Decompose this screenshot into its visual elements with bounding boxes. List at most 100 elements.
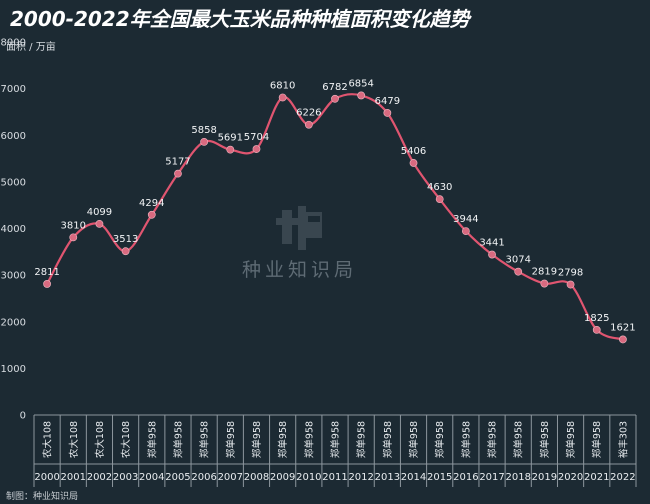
x-tick-label: 2021: [584, 472, 609, 483]
x-variety-label: 郑单958: [487, 421, 499, 458]
data-label: 4294: [139, 198, 164, 209]
data-label: 6226: [296, 108, 321, 119]
x-tick-label: 2012: [348, 472, 373, 483]
y-tick-label: 4000: [1, 224, 26, 235]
data-label: 4630: [427, 182, 452, 193]
x-variety-label: 农大108: [94, 421, 106, 458]
data-label: 5691: [218, 133, 243, 144]
data-label: 3513: [113, 234, 138, 245]
x-variety-label: 农大108: [42, 421, 54, 458]
y-tick-label: 3000: [1, 271, 26, 282]
chart-title: 2000-2022年全国最大玉米品种种植面积变化趋势: [10, 7, 473, 31]
data-point: [540, 279, 549, 288]
x-tick-label: 2015: [427, 472, 452, 483]
data-label: 6854: [348, 78, 373, 89]
data-label: 3441: [479, 238, 504, 249]
credit-text: 制图：种业知识局: [6, 490, 78, 502]
y-tick-label: 7000: [1, 84, 26, 95]
data-label: 5177: [165, 157, 190, 168]
data-label: 1825: [584, 313, 609, 324]
series-area-trend: [46, 93, 624, 341]
data-point: [383, 109, 392, 117]
watermark: 种业知识局: [242, 206, 357, 281]
data-point: [121, 247, 130, 256]
x-variety-label: 郑单958: [199, 421, 211, 458]
x-variety-label: 郑单958: [591, 421, 603, 458]
x-tick-label: 2006: [191, 472, 216, 483]
data-point: [331, 94, 339, 103]
data-label: 4099: [87, 207, 112, 218]
data-point: [200, 137, 209, 146]
data-label: 2819: [532, 267, 557, 278]
x-variety-label: 郑单958: [330, 421, 342, 458]
data-points: [43, 91, 627, 344]
data-point: [278, 93, 287, 102]
x-variety-label: 郑单958: [382, 421, 394, 458]
x-tick-label: 2017: [479, 472, 504, 483]
x-variety-label: 郑单958: [539, 421, 551, 458]
series-line: [46, 93, 624, 341]
x-variety-label: 郑单958: [172, 421, 184, 458]
data-label: 3810: [61, 220, 86, 231]
x-variety-label: 郑单958: [356, 421, 368, 458]
x-tick-label: 2005: [165, 472, 190, 483]
x-variety-label: 农大108: [120, 421, 132, 458]
data-label: 5858: [191, 125, 216, 136]
data-label: 3944: [453, 214, 478, 225]
x-axis: 农大108 2000 农大108 2001 农大108 2002 农大108 2003 郑单95…: [33, 414, 637, 487]
x-tick-label: 2020: [558, 472, 583, 483]
watermark-logo-icon: [276, 206, 322, 250]
data-point: [619, 335, 627, 344]
x-tick-label: 2009: [270, 472, 295, 483]
data-point: [514, 267, 523, 276]
x-tick-label: 2007: [218, 472, 243, 483]
x-tick-label: 2001: [61, 472, 86, 483]
x-variety-label: 郑单958: [408, 421, 420, 458]
x-variety-label: 农大108: [68, 421, 80, 458]
x-variety-label: 郑单958: [565, 421, 577, 458]
x-tick-label: 2019: [532, 472, 557, 483]
x-variety-label: 裕丰303: [617, 421, 629, 458]
y-tick-label: 5000: [1, 177, 26, 188]
x-variety-label: 郑单958: [251, 421, 263, 458]
y-tick-label: 6000: [1, 131, 26, 142]
data-label: 5406: [401, 146, 426, 157]
data-point: [566, 280, 575, 289]
y-tick-label: 1000: [1, 364, 26, 375]
x-variety-label: 郑单958: [277, 421, 289, 458]
data-point: [409, 159, 418, 167]
x-tick-label: 2003: [113, 472, 138, 483]
data-point: [461, 227, 470, 236]
x-variety-label: 郑单958: [225, 421, 237, 458]
x-tick-label: 2000: [34, 472, 59, 483]
data-point: [174, 169, 182, 178]
data-label: 2811: [34, 267, 59, 278]
data-label: 2798: [558, 268, 583, 279]
y-tick-label: 8000: [1, 38, 26, 49]
data-label: 6810: [270, 80, 295, 91]
data-label: 6479: [375, 96, 400, 107]
data-point: [252, 145, 261, 153]
data-point: [69, 233, 78, 242]
data-point: [357, 91, 366, 100]
x-variety-label: 郑单958: [303, 421, 315, 458]
y-tick-label: 0: [20, 411, 26, 422]
y-tick-label: 2000: [1, 317, 26, 328]
data-label: 5704: [244, 132, 269, 143]
x-tick-label: 2010: [296, 472, 321, 483]
x-tick-label: 2004: [139, 472, 164, 483]
data-point: [147, 210, 156, 219]
x-variety-label: 郑单958: [434, 421, 446, 458]
data-point: [435, 195, 444, 204]
x-variety-label: 郑单958: [513, 421, 525, 458]
x-tick-label: 2011: [322, 472, 347, 483]
x-tick-label: 2014: [401, 472, 426, 483]
data-point: [95, 219, 104, 228]
x-tick-label: 2002: [87, 472, 112, 483]
data-point: [43, 280, 51, 288]
x-tick-label: 2013: [375, 472, 400, 483]
watermark-text: 种业知识局: [242, 259, 357, 281]
x-tick-label: 2018: [505, 472, 530, 483]
data-label: 3074: [505, 255, 530, 266]
